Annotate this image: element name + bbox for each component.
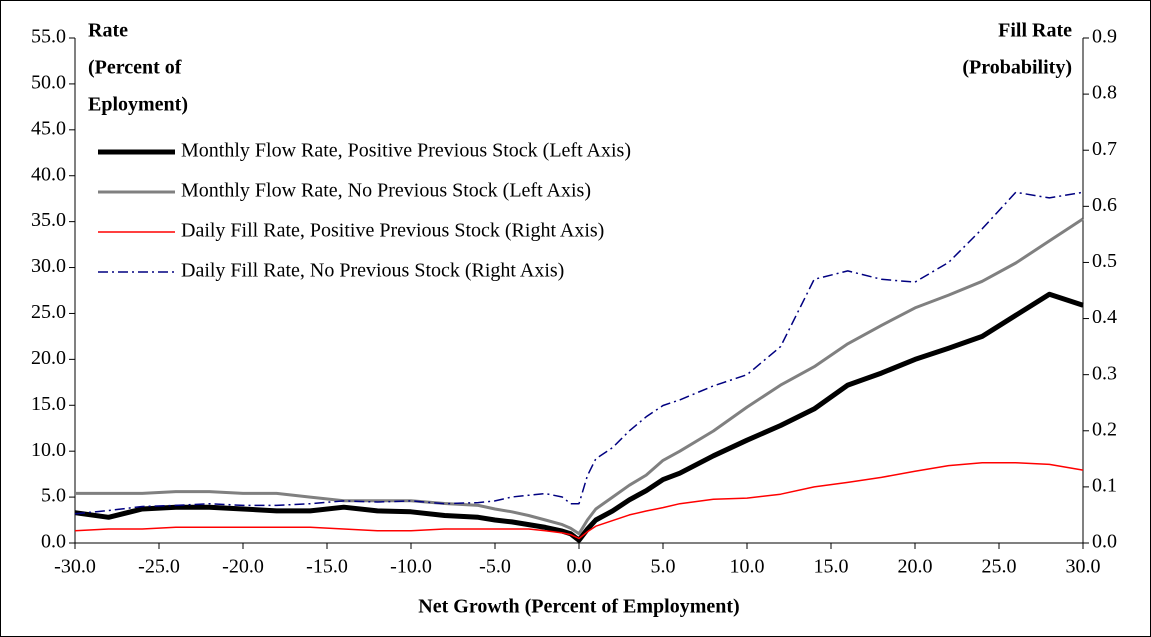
- x-tick-label: -15.0: [306, 556, 348, 578]
- y2-tick-label: 0.4: [1092, 306, 1117, 328]
- legend-label: Monthly Flow Rate, Positive Previous Sto…: [181, 140, 631, 162]
- x-tick-label: 25.0: [982, 556, 1017, 578]
- x-tick-label: 30.0: [1066, 556, 1101, 578]
- y2-tick-label: 0.5: [1092, 250, 1117, 272]
- x-tick-label: 5.0: [651, 556, 676, 578]
- y2-tick-label: 0.6: [1092, 194, 1117, 216]
- y-tick-label: 0.0: [41, 531, 66, 553]
- y2-tick-label: 0.9: [1092, 26, 1117, 48]
- x-tick-label: 15.0: [814, 556, 849, 578]
- y2-tick-label: 0.0: [1092, 531, 1117, 553]
- x-tick-label: -10.0: [390, 556, 432, 578]
- x-tick-label: -20.0: [222, 556, 264, 578]
- y2-tick-label: 0.8: [1092, 82, 1117, 104]
- y-tick-label: 10.0: [31, 439, 66, 461]
- y-axis-title: (Percent of: [88, 57, 182, 79]
- y2-axis-title: Fill Rate: [998, 20, 1072, 42]
- y-tick-label: 50.0: [31, 72, 66, 94]
- y-tick-label: 5.0: [41, 485, 66, 507]
- x-tick-label: -30.0: [54, 556, 96, 578]
- y-tick-label: 55.0: [31, 26, 66, 48]
- y2-tick-label: 0.7: [1092, 138, 1117, 160]
- y-tick-label: 25.0: [31, 301, 66, 323]
- x-tick-label: 0.0: [567, 556, 592, 578]
- y-tick-label: 40.0: [31, 163, 66, 185]
- y2-tick-label: 0.2: [1092, 418, 1117, 440]
- series-line: [74, 191, 1084, 515]
- series-line: [74, 462, 1084, 540]
- y-tick-label: 30.0: [31, 255, 66, 277]
- y-axis-title: Eployment): [88, 94, 188, 116]
- y-tick-label: 15.0: [31, 393, 66, 415]
- x-axis-title: Net Growth (Percent of Employment): [418, 596, 739, 618]
- x-tick-label: 10.0: [730, 556, 765, 578]
- y2-axis-title: (Probability): [962, 57, 1072, 79]
- y2-tick-label: 0.1: [1092, 474, 1117, 496]
- y2-tick-label: 0.3: [1092, 362, 1117, 384]
- legend-label: Monthly Flow Rate, No Previous Stock (Le…: [181, 180, 591, 202]
- series-line: [75, 217, 1084, 536]
- legend-label: Daily Fill Rate, No Previous Stock (Righ…: [181, 260, 564, 282]
- y-tick-label: 45.0: [31, 117, 66, 139]
- x-tick-label: -5.0: [479, 556, 511, 578]
- legend-label: Daily Fill Rate, Positive Previous Stock…: [181, 220, 604, 242]
- series-line: [74, 291, 1084, 543]
- y-tick-label: 20.0: [31, 347, 66, 369]
- x-tick-label: -25.0: [138, 556, 180, 578]
- y-tick-label: 35.0: [31, 209, 66, 231]
- y-axis-title: Rate: [88, 20, 128, 42]
- x-tick-label: 20.0: [898, 556, 933, 578]
